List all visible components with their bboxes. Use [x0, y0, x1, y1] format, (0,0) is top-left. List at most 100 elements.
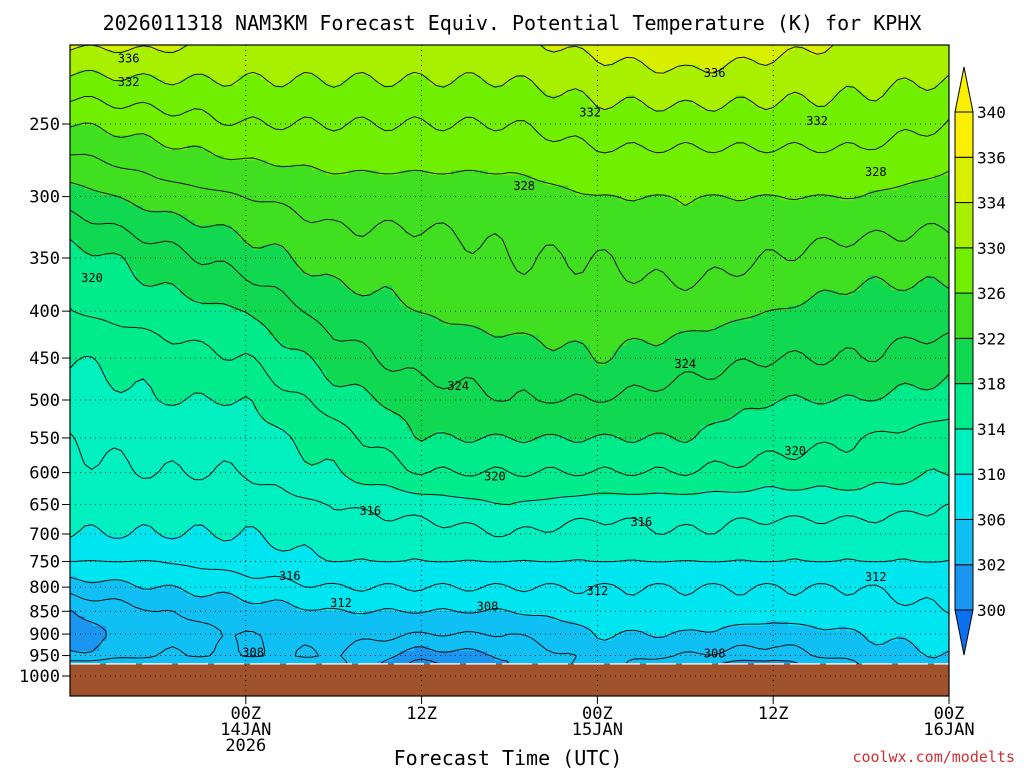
heatmap-cell — [428, 110, 437, 116]
heatmap-cell — [363, 65, 371, 71]
heatmap-cell — [267, 160, 276, 166]
heatmap-cell — [465, 140, 474, 146]
heatmap-cell — [179, 155, 188, 161]
heatmap-cell — [758, 145, 767, 151]
heatmap-cell — [875, 145, 884, 151]
heatmap-cell — [172, 235, 181, 241]
heatmap-cell — [787, 195, 796, 201]
heatmap-cell — [135, 95, 144, 101]
heatmap-cell — [641, 115, 650, 121]
heatmap-cell — [883, 75, 891, 81]
heatmap-cell — [765, 245, 774, 251]
heatmap-cell — [641, 160, 650, 166]
heatmap-cell — [824, 120, 833, 126]
heatmap-cell — [919, 75, 928, 81]
heatmap-cell — [348, 225, 357, 231]
heatmap-cell — [414, 250, 423, 256]
heatmap-cell — [341, 180, 349, 186]
heatmap-cell — [612, 225, 620, 231]
heatmap-cell — [502, 185, 511, 191]
heatmap-cell — [861, 150, 870, 156]
heatmap-cell — [333, 180, 342, 186]
heatmap-cell — [399, 185, 408, 191]
heatmap-cell — [575, 215, 584, 221]
heatmap-cell — [868, 90, 877, 96]
heatmap-cell — [531, 185, 540, 191]
heatmap-cell — [216, 185, 225, 191]
heatmap-cell — [414, 95, 423, 101]
heatmap-cell — [84, 95, 93, 101]
heatmap-cell — [641, 240, 650, 246]
heatmap-cell — [582, 105, 591, 111]
heatmap-cell — [406, 180, 415, 186]
heatmap-cell — [736, 190, 745, 196]
heatmap-cell — [721, 190, 730, 196]
heatmap-cell — [363, 245, 371, 251]
heatmap-cell — [868, 45, 877, 51]
heatmap-cell — [670, 155, 679, 161]
heatmap-cell — [692, 80, 701, 86]
heatmap-cell — [209, 160, 218, 166]
heatmap-cell — [421, 235, 430, 241]
heatmap-cell — [634, 245, 642, 251]
heatmap-cell — [494, 175, 503, 181]
heatmap-cell — [604, 215, 613, 221]
heatmap-cell — [524, 155, 533, 161]
heatmap-cell — [934, 70, 943, 76]
heatmap-cell — [751, 90, 760, 96]
heatmap-cell — [311, 80, 320, 86]
heatmap-cell — [304, 55, 313, 61]
heatmap-cell — [604, 90, 613, 96]
heatmap-cell — [663, 50, 672, 56]
heatmap-cell — [575, 90, 584, 96]
heatmap-cell — [355, 55, 364, 61]
heatmap-cell — [648, 60, 657, 66]
heatmap-cell — [458, 220, 467, 226]
heatmap-cell — [91, 195, 100, 201]
heatmap-cell — [758, 155, 767, 161]
heatmap-cell — [384, 60, 393, 66]
heatmap-cell — [414, 60, 423, 66]
heatmap-cell — [165, 250, 174, 256]
heatmap-cell — [509, 245, 518, 251]
heatmap-cell — [699, 225, 708, 231]
heatmap-cell — [795, 200, 804, 206]
heatmap-cell — [780, 165, 789, 171]
heatmap-cell — [648, 80, 657, 86]
heatmap-cell — [634, 175, 642, 181]
heatmap-cell — [875, 235, 884, 241]
heatmap-cell — [656, 215, 664, 221]
heatmap-cell — [238, 70, 247, 76]
heatmap-cell — [714, 210, 723, 216]
heatmap-cell — [333, 105, 342, 111]
heatmap-cell — [890, 65, 899, 71]
heatmap-cell — [912, 105, 921, 111]
heatmap-cell — [575, 205, 584, 211]
heatmap-cell — [333, 165, 342, 171]
heatmap-cell — [421, 180, 430, 186]
heatmap-cell — [582, 45, 591, 51]
heatmap-cell — [912, 195, 921, 201]
heatmap-cell — [245, 45, 254, 51]
heatmap-cell — [714, 90, 723, 96]
heatmap-cell — [890, 170, 899, 176]
heatmap-cell — [919, 95, 928, 101]
heatmap-cell — [231, 50, 240, 56]
heatmap-cell — [187, 160, 196, 166]
heatmap-cell — [370, 140, 379, 146]
heatmap-cell — [524, 45, 533, 51]
heatmap-cell — [758, 215, 767, 221]
heatmap-cell — [846, 95, 855, 101]
heatmap-cell — [634, 170, 642, 176]
heatmap-cell — [77, 185, 86, 191]
heatmap-cell — [135, 210, 144, 216]
heatmap-cell — [253, 130, 262, 136]
heatmap-cell — [597, 170, 606, 176]
heatmap-cell — [597, 250, 606, 256]
heatmap-cell — [934, 105, 943, 111]
heatmap-cell — [84, 150, 93, 156]
heatmap-cell — [194, 185, 203, 191]
heatmap-cell — [414, 205, 423, 211]
heatmap-cell — [157, 155, 166, 161]
heatmap-cell — [399, 105, 408, 111]
